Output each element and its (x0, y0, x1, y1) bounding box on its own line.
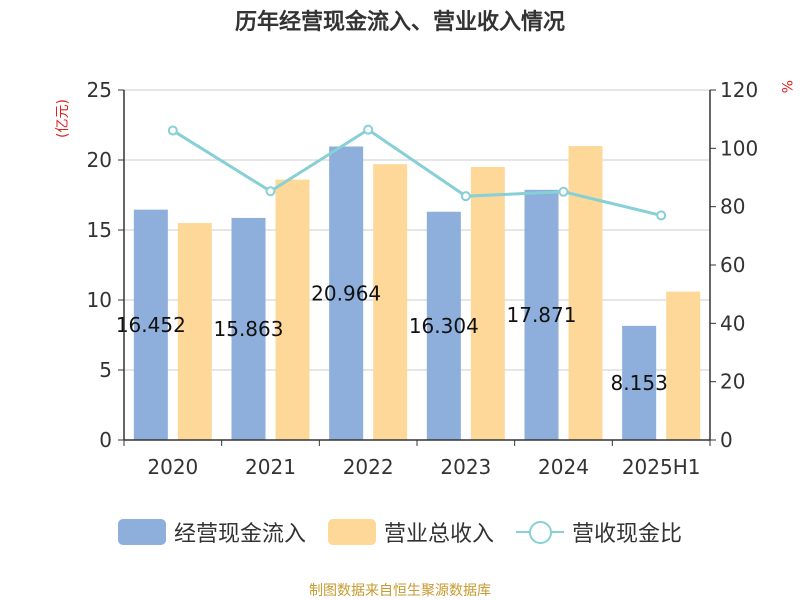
bar-cash-inflow (524, 189, 559, 440)
y-left-tick-label: 20 (87, 148, 112, 172)
line-ratio (172, 127, 662, 217)
x-tick-label: 2022 (343, 455, 394, 479)
point-ratio (167, 125, 178, 136)
x-tick-label: 2023 (440, 455, 491, 479)
legend-label-cash-inflow: 经营现金流入 (173, 522, 306, 547)
legend-swatch-blue (117, 519, 166, 545)
bar-cash-inflow (231, 217, 266, 440)
bar-revenue (666, 291, 701, 440)
bar-cash-inflow (426, 211, 461, 440)
chart-title: 历年经营现金流入、营业收入情况 (234, 10, 565, 35)
point-ratio (460, 191, 471, 202)
bar-revenue (470, 167, 505, 440)
x-tick-label: 2024 (538, 455, 589, 479)
y-left-tick-label: 25 (87, 78, 112, 102)
y-right-tick-label: 60 (720, 253, 745, 277)
legend-swatch-yellow (327, 519, 376, 545)
legend-item-cash-inflow[interactable]: 经营现金流入 (117, 516, 306, 548)
bar-revenue (373, 164, 408, 440)
data-label-cash-inflow: 17.871 (507, 303, 577, 327)
legend-item-ratio[interactable]: 营收现金比 (516, 516, 682, 548)
x-tick-label: 2025H1 (622, 455, 701, 479)
bar-revenue (275, 179, 310, 440)
bar-cash-inflow (622, 325, 657, 440)
y-right-tick-label: 80 (720, 195, 745, 219)
legend-item-revenue[interactable]: 营业总收入 (327, 516, 494, 548)
data-label-cash-inflow: 15.863 (214, 317, 284, 341)
bar-revenue (177, 223, 212, 440)
source-note: 制图数据来自恒生聚源数据库 (309, 583, 491, 599)
y-right-tick-label: 0 (720, 428, 733, 452)
x-tick-label: 2021 (245, 455, 296, 479)
y-left-tick-label: 0 (99, 428, 112, 452)
data-label-cash-inflow: 20.964 (311, 281, 381, 305)
data-label-cash-inflow: 16.452 (116, 313, 186, 337)
x-tick-label: 2020 (147, 455, 198, 479)
y-right-tick-label: 20 (720, 370, 745, 394)
data-label-cash-inflow: 8.153 (611, 371, 668, 395)
point-ratio (265, 186, 276, 197)
legend-label-ratio: 营收现金比 (572, 522, 683, 547)
y-left-tick-label: 15 (87, 218, 112, 242)
bar-revenue (568, 146, 603, 440)
legend: 经营现金流入 营业总收入 营收现金比 (0, 516, 800, 548)
y-left-tick-label: 10 (87, 288, 112, 312)
y-right-tick-label: 100 (720, 136, 758, 160)
y-left-tick-label: 5 (99, 358, 112, 382)
y-right-tick-label: 40 (720, 311, 745, 335)
bar-cash-inflow (329, 146, 364, 440)
data-label-cash-inflow: 16.304 (409, 314, 479, 338)
bar-cash-inflow (133, 209, 168, 440)
legend-label-revenue: 营业总收入 (383, 522, 494, 547)
right-axis-unit: % (778, 80, 794, 94)
legend-line-marker-icon (516, 519, 564, 545)
point-ratio (558, 186, 569, 197)
point-ratio (656, 210, 667, 221)
y-right-tick-label: 120 (720, 78, 758, 102)
point-ratio (363, 124, 374, 135)
